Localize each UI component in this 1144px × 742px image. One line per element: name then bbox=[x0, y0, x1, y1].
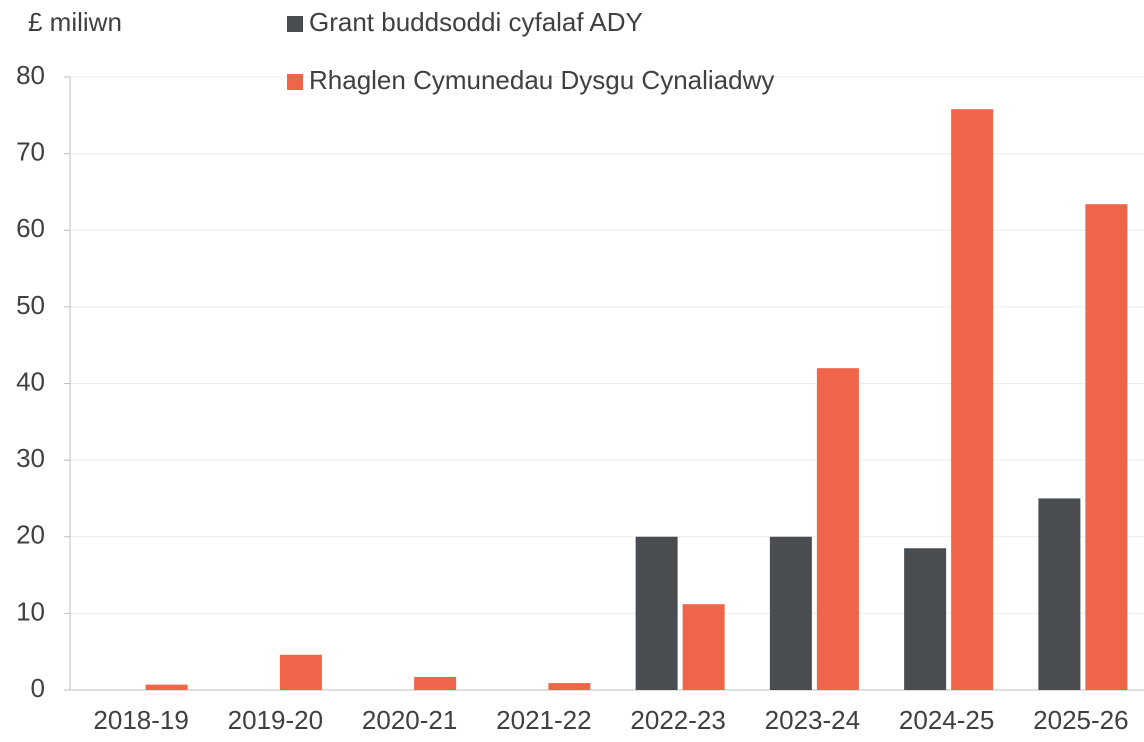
bar bbox=[816, 368, 859, 690]
bar bbox=[145, 684, 188, 690]
x-tick-label: 2018-19 bbox=[93, 705, 188, 735]
legend-label: Rhaglen Cymunedau Dysgu Cynaliadwy bbox=[309, 65, 774, 95]
legend-swatch bbox=[287, 74, 303, 90]
bar bbox=[548, 683, 591, 690]
y-tick-label: 60 bbox=[16, 213, 45, 243]
y-tick-label: 20 bbox=[16, 520, 45, 550]
bar bbox=[1085, 204, 1128, 690]
bar bbox=[904, 548, 947, 690]
y-tick-label: 30 bbox=[16, 443, 45, 473]
x-tick-label: 2019-20 bbox=[228, 705, 323, 735]
legend-swatch bbox=[287, 16, 303, 32]
y-tick-label: 40 bbox=[16, 366, 45, 396]
bar bbox=[682, 604, 725, 690]
bar bbox=[951, 109, 994, 691]
y-axis-label: £ miliwn bbox=[28, 7, 122, 37]
bar bbox=[1038, 498, 1081, 690]
legend-label: Grant buddsoddi cyfalaf ADY bbox=[309, 7, 643, 37]
y-tick-label: 0 bbox=[31, 673, 45, 703]
bar bbox=[279, 654, 322, 690]
y-tick-label: 80 bbox=[16, 60, 45, 90]
x-tick-label: 2022-23 bbox=[630, 705, 725, 735]
y-tick-label: 50 bbox=[16, 290, 45, 320]
x-tick-label: 2020-21 bbox=[362, 705, 457, 735]
bar bbox=[414, 676, 457, 690]
bar bbox=[769, 536, 812, 690]
x-tick-label: 2023-24 bbox=[765, 705, 860, 735]
x-tick-label: 2024-25 bbox=[899, 705, 994, 735]
x-tick-label: 2025-26 bbox=[1033, 705, 1128, 735]
y-tick-label: 70 bbox=[16, 137, 45, 167]
y-tick-label: 10 bbox=[16, 596, 45, 626]
x-tick-label: 2021-22 bbox=[496, 705, 591, 735]
bar bbox=[635, 536, 678, 690]
